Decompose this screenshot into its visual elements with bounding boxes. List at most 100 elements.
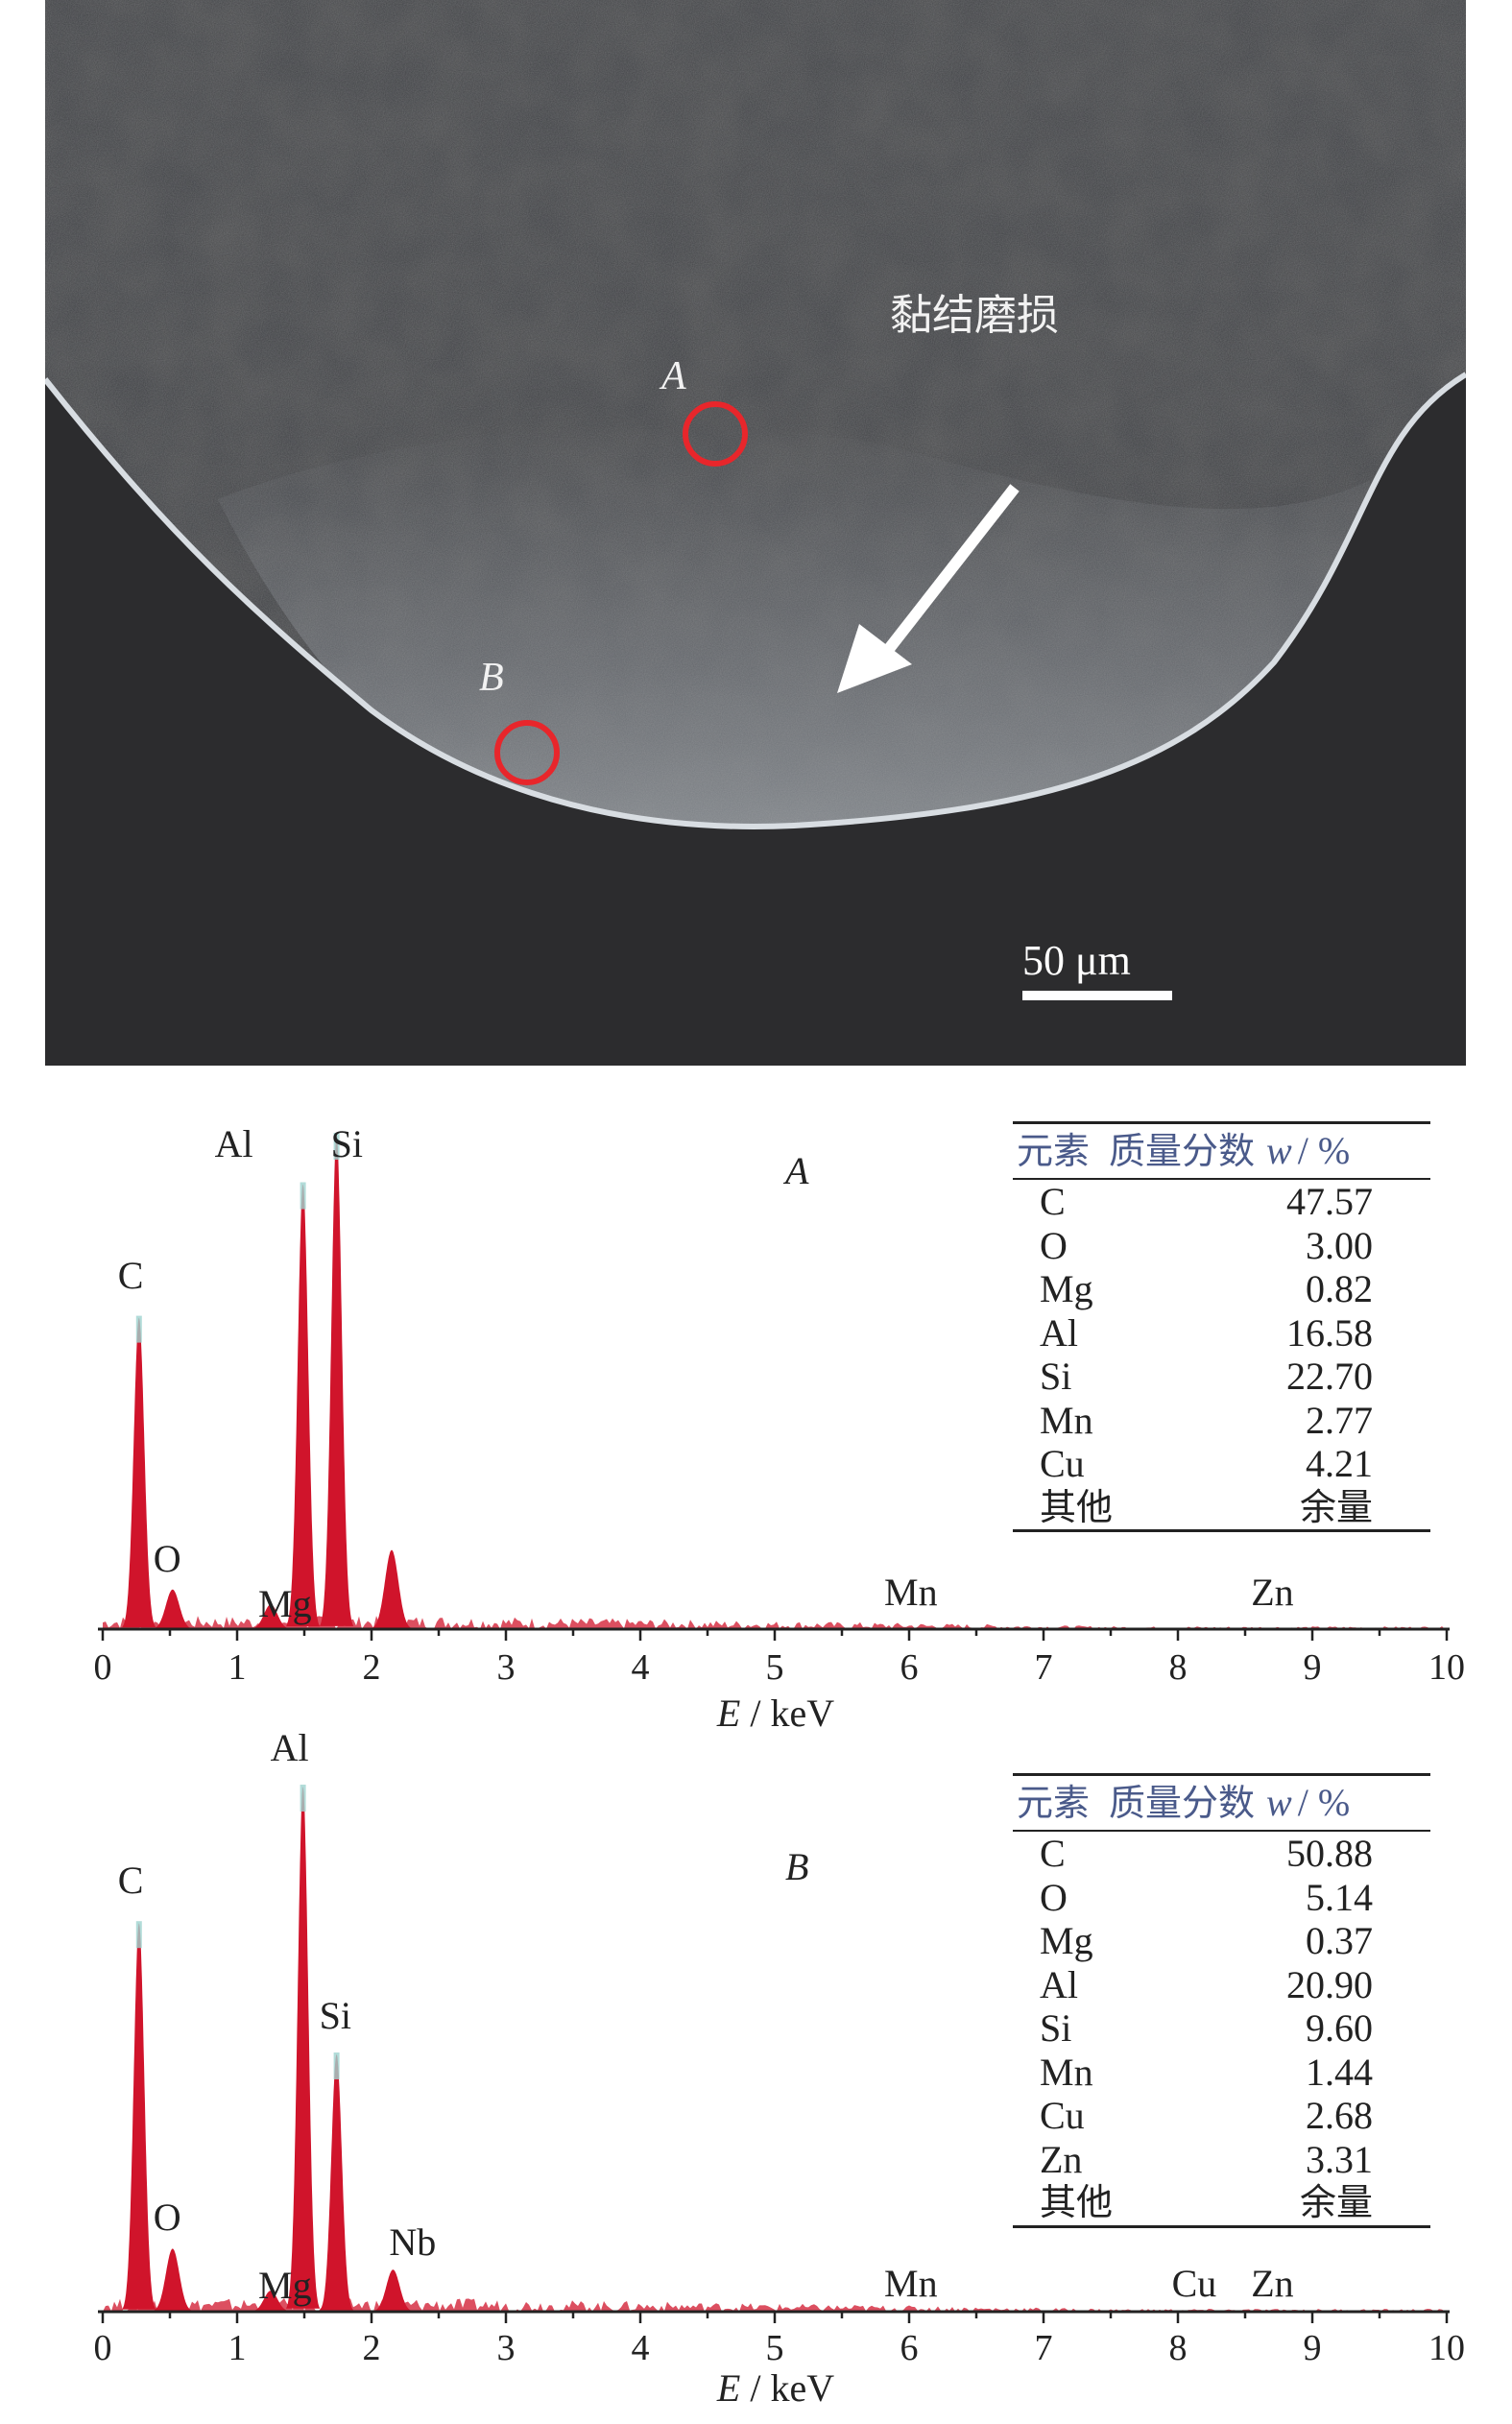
composition-row: Mn 2.77 [1013,1399,1430,1443]
spectrum-a-id: A [785,1149,809,1192]
composition-row: O 5.14 [1013,1876,1430,1920]
spectrum-b-plot [98,1785,1450,2323]
element-cell: Mg [1040,1919,1093,1962]
x-tick-label: 9 [1303,2328,1322,2368]
composition-row: 其他 余量 [1013,2181,1430,2225]
peak-label-zn: Zn [1251,2261,1294,2305]
element-cell: Cu [1040,1442,1085,1485]
mass-fraction-cell: 22.70 [1286,1355,1373,1398]
composition-row: Zn 3.31 [1013,2138,1430,2182]
sem-micrograph: 黏结磨损 A B 50 μm [45,0,1466,1066]
composition-table-header: 元素 质量分数 w / % [1013,1124,1430,1180]
element-cell: 其他 [1040,1485,1114,1528]
mass-fraction-cell: 5.14 [1306,1875,1373,1919]
point-b-marker [494,720,560,785]
composition-row: C 50.88 [1013,1832,1430,1876]
composition-row: O 3.00 [1013,1224,1430,1268]
element-cell: Si [1040,1355,1072,1398]
composition-row: Si 9.60 [1013,2006,1430,2051]
direction-arrow-head [837,624,912,693]
mass-fraction-cell: 20.90 [1286,1962,1373,2006]
spectrum-peak-c [122,1923,156,2310]
mass-fraction-cell: 余量 [1299,1485,1373,1528]
composition-row: Mg 0.37 [1013,1919,1430,1963]
mass-fraction-cell: 余量 [1299,2181,1373,2223]
mass-fraction-cell: 3.00 [1306,1223,1373,1267]
spectrum-peak-si [320,1135,354,1626]
x-tick-label: 5 [765,2328,784,2368]
scale-bar-label: 50 μm [1022,937,1131,984]
spectrum-peak-al [286,1787,321,2309]
element-cell: 其他 [1040,2181,1114,2223]
spectrum-peak-cap [333,2052,340,2079]
spectrum-peak-o [151,1589,195,1629]
composition-table-header: 元素 质量分数 w / % [1013,1776,1430,1832]
x-axis-variable: E [716,1692,741,1735]
spectrum-panel-b: B C O Mg Al Si Nb Mn Cu Zn 0 1 2 3 4 5 6 7 8 9 10 E / keV … [0,1729,1512,2424]
x-tick-label: 9 [1303,1647,1322,1688]
region-label: 黏结磨损 [890,291,1059,340]
x-tick-label: 5 [765,1647,784,1688]
element-cell: Mg [1040,1267,1093,1310]
spectrum-peak-o [151,2248,195,2312]
spectrum-peak-al [286,1184,321,1627]
element-cell: Cu [1040,2094,1085,2137]
spectrum-peak-cap [300,1182,306,1210]
element-cell: Al [1040,1310,1078,1355]
x-tick-label: 4 [631,1647,650,1688]
peak-label-al: Al [214,1121,253,1165]
peak-label-si: Si [330,1122,363,1165]
spectrum-b-x-axis-title: E / keV [717,2369,834,2408]
mass-fraction-cell: 1.44 [1306,2050,1373,2094]
spectrum-peak-mg [249,1604,293,1629]
peak-label-mn: Mn [884,1570,938,1614]
composition-row: C 47.57 [1013,1180,1430,1224]
peak-label-mn: Mn [884,2261,938,2305]
header-element: 元素 [1017,1782,1091,1824]
peak-label-cu: Cu [1171,2261,1217,2305]
composition-row: Si 22.70 [1013,1355,1430,1399]
peak-label-c: C [117,1253,144,1297]
composition-row: Mg 0.82 [1013,1267,1430,1311]
element-cell: Mn [1040,1398,1093,1442]
peak-label-c: C [117,1859,144,1903]
mass-fraction-cell: 4.21 [1306,1442,1373,1485]
header-element: 元素 [1017,1130,1091,1172]
spectrum-b-id: B [785,1845,809,1888]
spectrum-noise-floor [103,1616,1447,1629]
element-cell: C [1040,1832,1066,1875]
mass-fraction-cell: 0.82 [1306,1267,1373,1310]
peak-label-zn: Zn [1251,1570,1294,1614]
mass-fraction-cell: 0.37 [1306,1919,1373,1962]
x-tick-label: 2 [362,2328,381,2368]
element-cell: Si [1040,2006,1072,2050]
composition-row: Al 16.58 [1013,1311,1430,1356]
header-fraction: 质量分数 [1109,1782,1256,1824]
composition-table-body: C 50.88 O 5.14 Mg 0.37 Al 20.90 Si 9.60 Mn 1.44 Cu 2.… [1013,1832,1430,2225]
element-cell: Zn [1040,2137,1083,2181]
point-a-label: A [661,354,686,398]
x-tick-label: 0 [93,1647,112,1688]
x-tick-label: 0 [93,2328,112,2368]
composition-row: Mn 1.44 [1013,2051,1430,2095]
header-fraction: 质量分数 [1109,1130,1256,1172]
x-tick-label: 7 [1034,1647,1053,1688]
composition-table-b: 元素 质量分数 w / % C 50.88 O 5.14 Mg 0.37 Al 20.90 Si… [1013,1773,1430,2228]
composition-row: 其他 余量 [1013,1486,1430,1530]
sem-image [45,0,1466,1066]
header-symbol: w [1266,1129,1292,1172]
composition-row: Cu 2.68 [1013,2094,1430,2138]
x-tick-label: 2 [362,1647,381,1688]
point-b-label: B [479,656,504,700]
element-cell: Al [1040,1962,1078,2006]
x-tick-label: 8 [1168,1647,1188,1688]
x-axis-unit: / keV [740,2366,835,2410]
header-unit: / % [1297,1781,1351,1824]
mass-fraction-cell: 50.88 [1286,1832,1373,1875]
x-tick-label: 6 [900,1647,919,1688]
spectrum-peak-cap [333,1133,340,1160]
x-axis-unit: / keV [740,1692,835,1735]
x-tick-label: 1 [228,1647,247,1688]
peak-label-o: O [153,1536,181,1580]
